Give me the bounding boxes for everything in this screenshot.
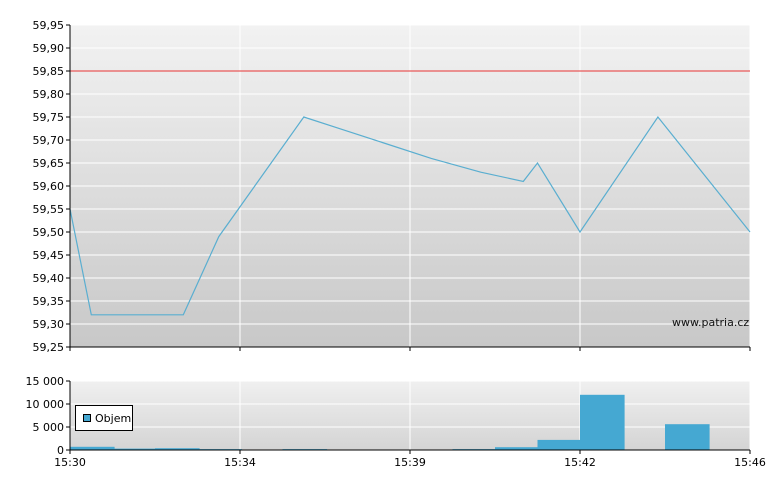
x-tick-label: 15:39 [394, 456, 426, 469]
price-y-tick-label: 59,40 [33, 272, 65, 285]
volume-bar [112, 448, 158, 450]
legend-swatch-objem [83, 414, 91, 422]
volume-y-tick-label: 0 [57, 444, 64, 457]
price-y-tick-label: 59,45 [33, 249, 65, 262]
volume-bar [580, 394, 625, 450]
price-y-tick-label: 59,95 [33, 19, 65, 32]
volume-y-tick-label: 10 000 [26, 398, 65, 411]
price-y-tick-label: 59,60 [33, 180, 65, 193]
volume-bar [155, 448, 200, 450]
price-y-tick-label: 59,85 [33, 65, 65, 78]
price-grid [69, 24, 751, 348]
price-y-tick-label: 59,90 [33, 42, 65, 55]
price-y-tick-label: 59,50 [33, 226, 65, 239]
volume-y-tick-label: 15 000 [26, 375, 65, 388]
legend-label-objem: Objem [95, 412, 132, 425]
price-y-tick-label: 59,25 [33, 341, 65, 354]
price-y-tick-label: 59,55 [33, 203, 65, 216]
volume-bar [537, 439, 583, 450]
volume-bar [495, 447, 540, 450]
price-y-tick-label: 59,70 [33, 134, 65, 147]
price-y-tick-label: 59,30 [33, 318, 65, 331]
volume-y-tick-label: 5 000 [33, 421, 65, 434]
price-y-tick-label: 59,35 [33, 295, 65, 308]
price-y-tick-label: 59,80 [33, 88, 65, 101]
price-axes: 59,25 59,30 59,35 59,40 59,45 59,50 59,55 59,60… [33, 19, 751, 354]
price-y-tick-label: 59,75 [33, 111, 65, 124]
volume-legend: Objem [75, 405, 133, 431]
price-line [69, 115, 751, 316]
volume-axes: 0 5 000 10 000 15 000 15:30 15:34 15:39 15:42 15… [26, 375, 766, 469]
volume-bar [70, 446, 115, 450]
volume-bar [665, 424, 710, 450]
x-tick-label: 15:42 [564, 456, 596, 469]
price-y-tick-label: 59,65 [33, 157, 65, 170]
x-tick-label: 15:34 [224, 456, 256, 469]
volume-bars [70, 394, 710, 450]
x-tick-label: 15:46 [734, 456, 766, 469]
x-tick-label: 15:30 [54, 456, 86, 469]
watermark: www.patria.cz [672, 316, 750, 329]
